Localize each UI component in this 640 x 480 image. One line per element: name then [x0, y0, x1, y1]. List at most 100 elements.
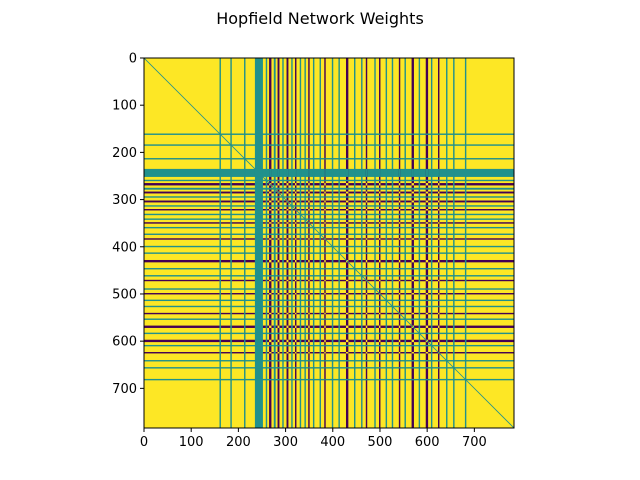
heatmap-cell [430, 179, 433, 182]
heatmap-cell [254, 279, 263, 282]
heatmap-cell [319, 218, 321, 220]
heatmap-cell [308, 187, 310, 190]
heatmap-cell [361, 179, 363, 182]
heatmap-cell [438, 144, 440, 146]
heatmap-cell [331, 288, 334, 290]
heatmap-cell [230, 305, 232, 308]
heatmap-cell [354, 293, 356, 295]
heatmap-cell [464, 226, 467, 229]
heatmap-cell [273, 305, 276, 308]
heatmap-cell [286, 293, 289, 295]
heatmap-cell [391, 332, 394, 335]
heatmap-cell [319, 196, 321, 198]
heatmap-cell [295, 305, 297, 308]
heatmap-cell [361, 299, 363, 302]
heatmap-cell [331, 360, 334, 362]
heatmap-cell [265, 238, 268, 240]
heatmap-cell [331, 312, 334, 315]
heatmap-cell [425, 259, 429, 263]
heatmap-cell [379, 205, 381, 207]
heatmap-cell [286, 144, 289, 146]
heatmap-cell [244, 238, 246, 240]
heatmap-col-band [464, 58, 467, 428]
heatmap-cell [230, 288, 232, 290]
heatmap-cell [230, 293, 232, 295]
heatmap-cell [438, 168, 440, 177]
heatmap-cell [295, 213, 297, 216]
heatmap-cell [277, 352, 280, 354]
heatmap-col-band [254, 58, 263, 428]
heatmap-cell [391, 226, 394, 229]
heatmap-cell [374, 213, 376, 216]
heatmap-cell [331, 268, 334, 270]
heatmap-cell [308, 226, 310, 229]
heatmap-cell [295, 268, 297, 270]
heatmap-cell [324, 179, 326, 182]
heatmap-cell [319, 378, 321, 381]
heatmap-cell [304, 318, 306, 320]
heatmap-cell [299, 233, 302, 235]
heatmap-cell [269, 168, 272, 177]
heatmap-cell [438, 360, 440, 362]
heatmap-cell [331, 293, 334, 295]
heatmap-cell [304, 339, 306, 343]
heatmap-cell [374, 196, 376, 198]
heatmap-cell [219, 378, 221, 381]
heatmap-cell [324, 305, 326, 308]
heatmap-cell [385, 187, 388, 190]
heatmap-cell [438, 378, 440, 381]
heatmap-cell [324, 222, 326, 224]
heatmap-cell [411, 305, 414, 308]
heatmap-row-band [144, 245, 514, 248]
heatmap-cell [453, 312, 455, 315]
heatmap-cell [404, 344, 406, 347]
heatmap-cell [269, 367, 272, 369]
heatmap-cell [312, 196, 315, 198]
heatmap-cell [244, 187, 246, 190]
heatmap-cell [299, 293, 302, 295]
heatmap-cell [291, 144, 293, 146]
heatmap-cell [453, 133, 455, 135]
heatmap-cell [411, 187, 414, 190]
heatmap-cell [365, 318, 368, 320]
heatmap-cell [345, 252, 349, 254]
heatmap-cell [295, 332, 297, 335]
heatmap-cell [319, 275, 321, 277]
heatmap-cell [273, 245, 276, 248]
heatmap-cell [219, 179, 221, 182]
heatmap-cell [385, 252, 388, 254]
heatmap-cell [219, 191, 221, 194]
heatmap-cell [425, 344, 429, 347]
heatmap-cell [446, 209, 448, 211]
heatmap-cell [354, 344, 356, 347]
heatmap-cell [291, 305, 293, 308]
heatmap-cell [282, 360, 284, 362]
heatmap-cell [453, 191, 455, 194]
heatmap-cell [230, 325, 232, 328]
heatmap-cell [324, 218, 326, 220]
heatmap-cell [295, 226, 297, 229]
x-tick-label: 500 [368, 435, 393, 450]
heatmap-cell [291, 325, 293, 328]
heatmap-cell [404, 299, 406, 302]
heatmap-cell [331, 332, 334, 335]
heatmap-cell [286, 378, 289, 381]
heatmap-cell [230, 245, 232, 248]
heatmap-cell [361, 144, 363, 146]
heatmap-cell [354, 332, 356, 335]
heatmap-cell [361, 233, 363, 235]
heatmap-row-band [144, 252, 514, 254]
heatmap-cell [269, 158, 272, 160]
heatmap-cell [265, 293, 268, 295]
heatmap-cell [464, 288, 467, 290]
heatmap-cell [291, 209, 293, 211]
heatmap-cell [385, 293, 388, 295]
heatmap-cell [324, 233, 326, 235]
heatmap-cell [265, 339, 268, 343]
heatmap-cell [361, 325, 363, 328]
heatmap-cell [312, 218, 315, 220]
heatmap-row-band [144, 275, 514, 277]
heatmap-cell [299, 299, 302, 302]
heatmap-cell [411, 144, 414, 146]
